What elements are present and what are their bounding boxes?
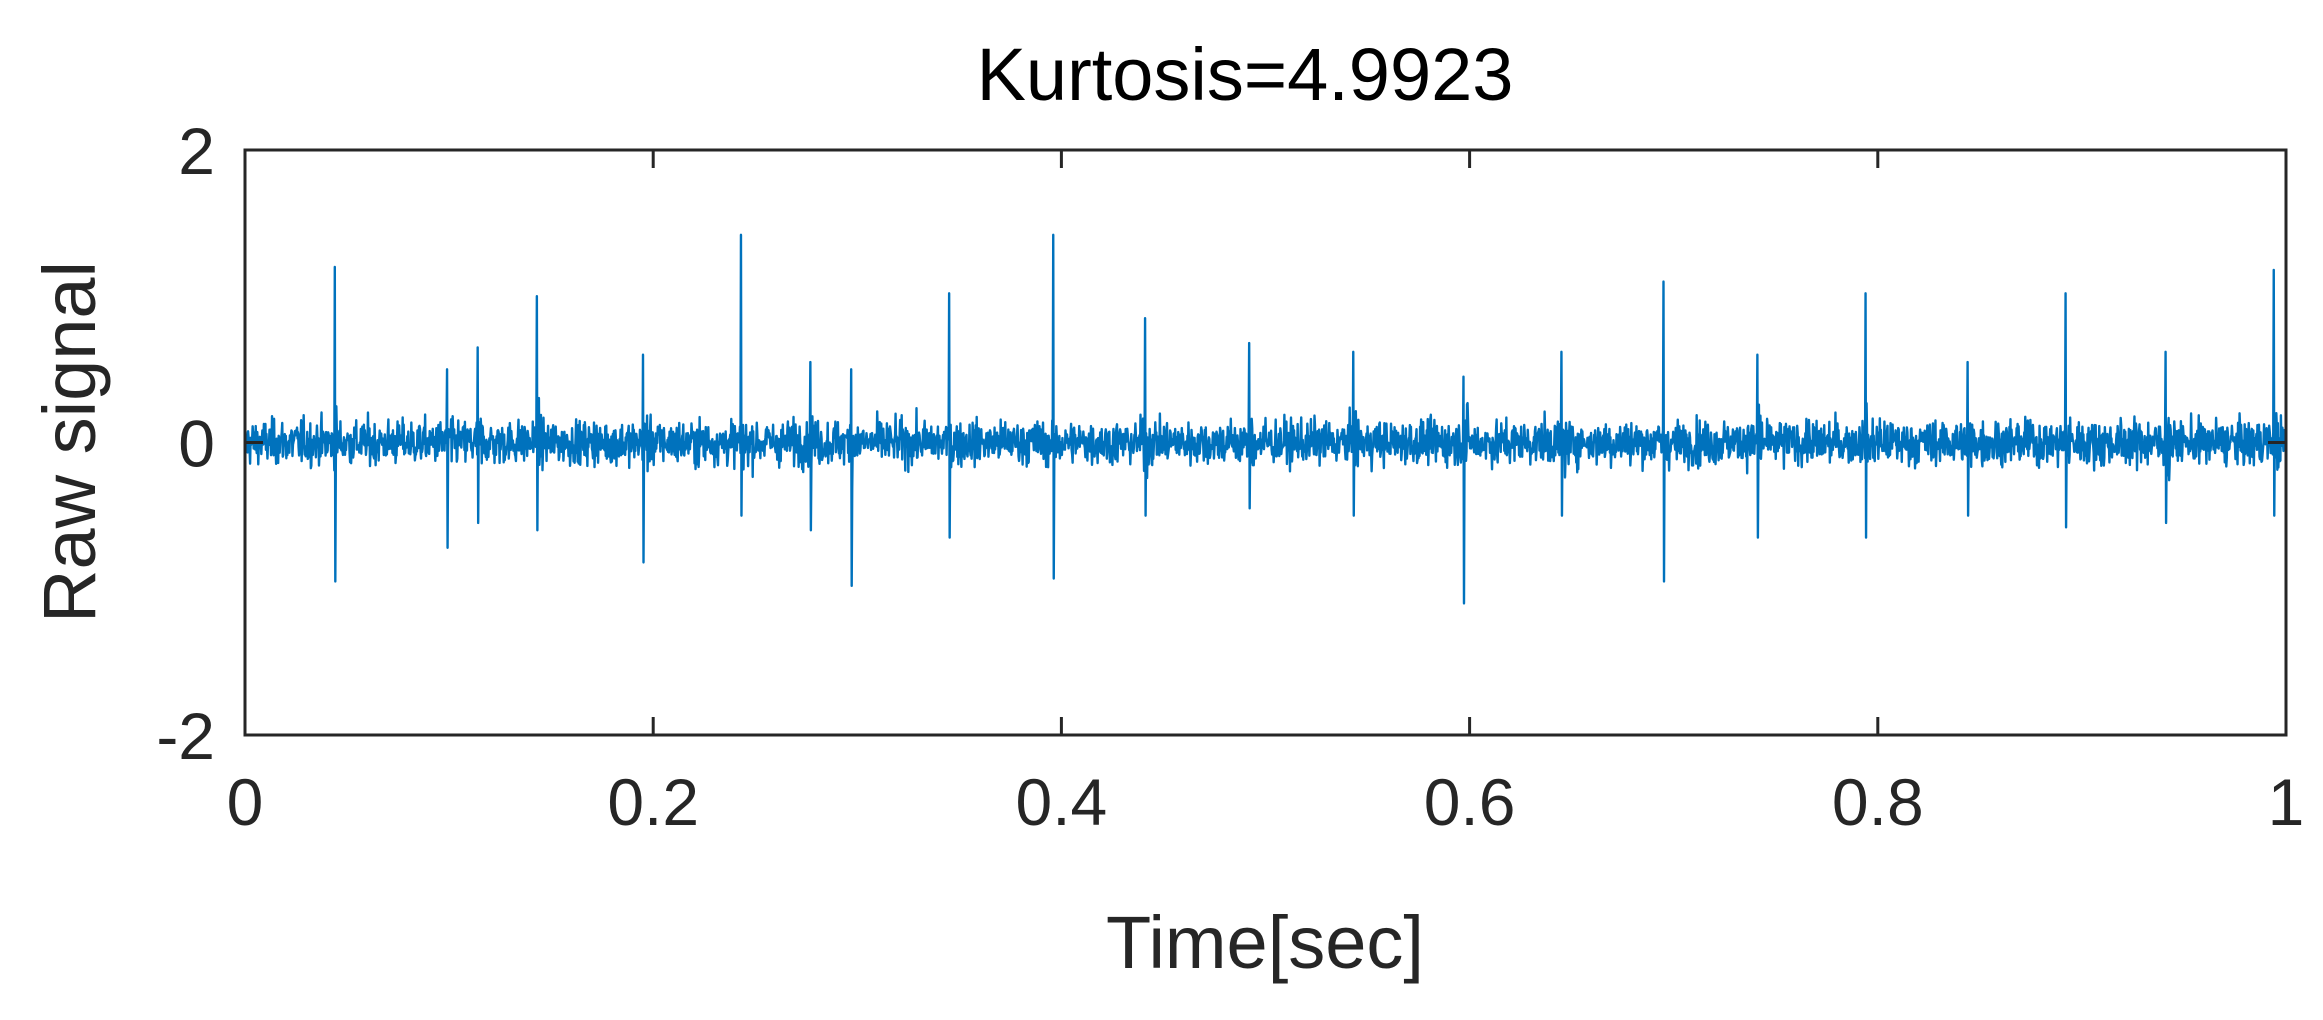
x-tick-label: 0 xyxy=(227,765,264,839)
plot-area xyxy=(243,233,2288,605)
y-axis-title: Raw signal xyxy=(28,261,111,623)
x-tick-label: 1 xyxy=(2268,765,2305,839)
chart-title: Kurtosis=4.9923 xyxy=(977,33,1514,116)
x-tick-label: 0.4 xyxy=(1016,765,1108,839)
axis-ticks: 0 0.2 0.4 0.6 0.8 1-202 xyxy=(156,114,2304,839)
y-tick-label: -2 xyxy=(156,699,215,773)
y-tick-label: 0 xyxy=(178,407,215,481)
x-tick-label: 0.2 xyxy=(607,765,699,839)
x-tick-label: 0.8 xyxy=(1832,765,1924,839)
x-tick-label: 0.6 xyxy=(1424,765,1516,839)
y-tick-label: 2 xyxy=(178,114,215,188)
x-axis-title: Time[sec] xyxy=(1106,901,1424,984)
signal-series-line xyxy=(243,233,2288,605)
